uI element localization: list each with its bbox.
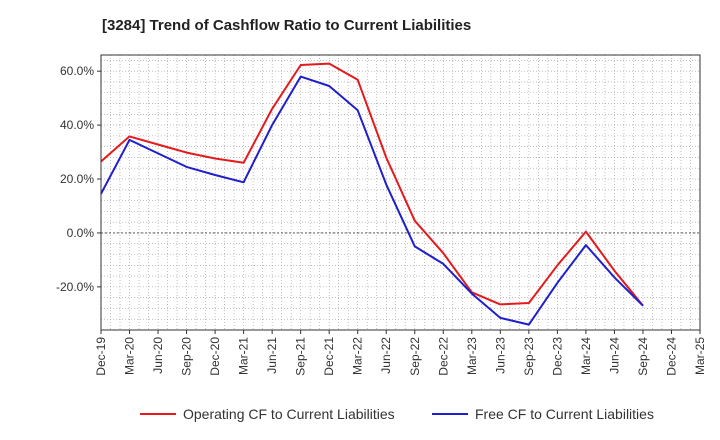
x-tick-label: Mar-20 bbox=[123, 337, 137, 375]
chart-title: [3284] Trend of Cashflow Ratio to Curren… bbox=[102, 17, 471, 34]
x-tick-label: Sep-21 bbox=[294, 337, 308, 376]
x-tick-label: Mar-21 bbox=[237, 337, 251, 375]
x-tick-label: Dec-20 bbox=[208, 337, 222, 376]
series-line-1 bbox=[100, 62, 644, 307]
x-tick-label: Jun-22 bbox=[379, 337, 393, 374]
legend-label: Operating CF to Current Liabilities bbox=[183, 406, 395, 422]
x-tick-label: Sep-23 bbox=[522, 337, 536, 376]
x-tick-label: Dec-21 bbox=[322, 337, 336, 376]
plot-frame bbox=[100, 54, 701, 331]
grid bbox=[100, 55, 701, 331]
y-tick-label: 0.0% bbox=[67, 226, 95, 240]
x-tick-label: Mar-22 bbox=[351, 337, 365, 375]
series-layer bbox=[100, 62, 644, 326]
series-line-2 bbox=[100, 75, 644, 326]
y-tick-label: 60.0% bbox=[60, 64, 94, 78]
x-tick-label: Sep-22 bbox=[408, 337, 422, 376]
x-tick-label: Mar-24 bbox=[579, 337, 593, 375]
y-tick-label: 20.0% bbox=[60, 172, 94, 186]
y-tick-label: -20.0% bbox=[56, 280, 94, 294]
x-tick-label: Dec-19 bbox=[94, 337, 108, 376]
x-tick-label: Dec-24 bbox=[664, 337, 678, 376]
x-tick-label: Jun-23 bbox=[493, 337, 507, 374]
x-tick-label: Sep-24 bbox=[636, 337, 650, 376]
y-tick-label: 40.0% bbox=[60, 118, 94, 132]
legend: Operating CF to Current Liabilities Free … bbox=[140, 406, 654, 422]
x-tick-label: Sep-20 bbox=[180, 337, 194, 376]
x-tick-label: Mar-23 bbox=[465, 337, 479, 375]
x-tick-label: Jun-21 bbox=[265, 337, 279, 374]
legend-label: Free CF to Current Liabilities bbox=[475, 406, 654, 422]
x-tick-label: Dec-23 bbox=[550, 337, 564, 376]
x-tick-label: Dec-22 bbox=[436, 337, 450, 376]
x-tick-label: Mar-25 bbox=[693, 337, 707, 375]
x-axis-ticks: Dec-19 Mar-20 Jun-20 Sep-20 Dec-20 Mar-21 Jun-… bbox=[94, 330, 707, 376]
x-tick-label: Jun-20 bbox=[151, 337, 165, 374]
x-tick-label: Jun-24 bbox=[607, 337, 621, 374]
y-axis-ticks: 60.0% 40.0% 20.0% 0.0% -20.0% bbox=[56, 64, 101, 294]
